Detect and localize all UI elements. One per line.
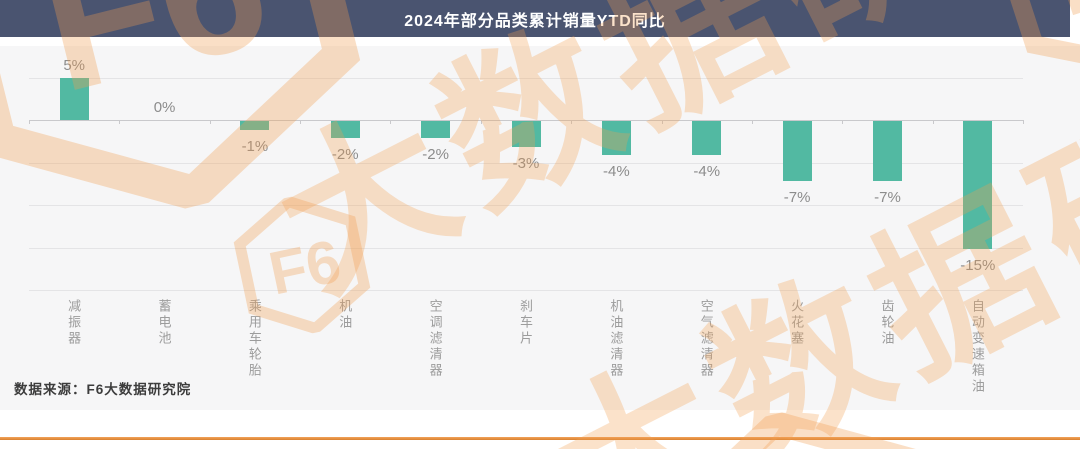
bar-value-label: -3%	[512, 154, 540, 172]
gridline	[29, 77, 1023, 79]
category-label: 齿轮油	[879, 299, 895, 347]
axis-tick	[751, 120, 753, 124]
axis-tick	[571, 120, 573, 124]
category-label: 机油滤清器	[608, 299, 624, 379]
bar	[330, 121, 360, 138]
category-label: 自动变速箱油	[969, 299, 985, 395]
bar	[421, 121, 451, 138]
bar-value-label: -2%	[331, 146, 359, 163]
category-label: 空气滤清器	[698, 299, 714, 379]
bar-value-label: -7%	[874, 188, 901, 206]
axis-tick	[480, 120, 482, 124]
axis-tick	[932, 120, 934, 124]
chart-title-banner: 2024年部分品类累计销量YTD同比	[0, 0, 1070, 37]
bar	[601, 121, 631, 155]
gridline	[29, 205, 1023, 206]
bar	[692, 121, 722, 155]
category-label: 减振器	[66, 299, 82, 347]
bottom-divider	[0, 437, 1080, 440]
bar-value-label: -1%	[241, 137, 269, 155]
bar-value-label: -7%	[783, 188, 811, 206]
axis-tick	[29, 120, 30, 124]
axis-tick	[119, 120, 121, 124]
bar-value-label: 5%	[63, 56, 86, 74]
source-note: 数据来源：F6大数据研究院	[14, 382, 192, 397]
category-label: 机油	[337, 299, 353, 331]
gridline	[29, 247, 1023, 249]
chart-title: 2024年部分品类累计销量YTD同比	[404, 12, 666, 30]
bar	[782, 121, 812, 181]
bar	[963, 121, 993, 249]
chart-area	[0, 46, 1080, 410]
axis-tick	[390, 120, 392, 124]
bar	[59, 77, 89, 120]
bar-value-label: 0%	[153, 99, 176, 116]
bar-value-label: -15%	[960, 256, 996, 274]
gridline	[29, 162, 1023, 164]
category-label: 火花塞	[789, 299, 805, 347]
bar-value-label: -2%	[422, 146, 449, 163]
category-label: 乘用车轮胎	[246, 299, 262, 379]
bar	[511, 121, 541, 147]
x-axis-line	[29, 120, 1023, 121]
category-label: 空调滤清器	[427, 299, 443, 379]
bar	[872, 121, 902, 181]
bar	[240, 121, 270, 130]
axis-tick	[300, 120, 302, 124]
axis-tick	[209, 120, 211, 124]
axis-tick	[1023, 120, 1024, 124]
category-label: 刹车片	[518, 299, 533, 347]
axis-tick	[661, 120, 663, 124]
bar-value-label: -4%	[603, 163, 630, 180]
bar-value-label: -4%	[693, 163, 721, 180]
axis-tick	[842, 120, 844, 124]
gridline	[29, 290, 1023, 291]
category-label: 蓄电池	[156, 299, 172, 347]
